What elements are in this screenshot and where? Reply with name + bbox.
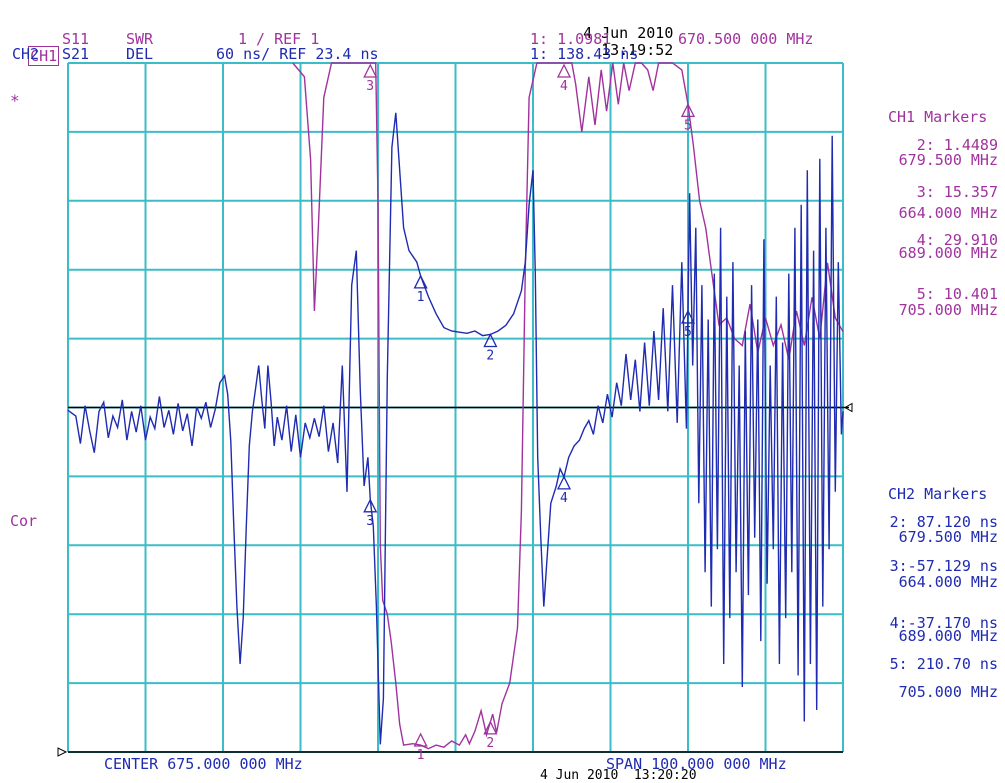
- ch2-marker-2-value: 2: 87.120 ns: [889, 513, 998, 531]
- timestamp-bottom: 4 Jun 2010 13:20:20: [540, 768, 697, 783]
- time-top: 13:19:52: [601, 41, 674, 59]
- traces: [67, 62, 844, 750]
- marker-triangle: [556, 63, 572, 78]
- marker-ch1-3: 3: [363, 63, 378, 94]
- ch2-label[interactable]: CH2: [12, 45, 40, 63]
- ch1-reference-arrow: [57, 747, 68, 757]
- marker-triangle: [363, 63, 378, 78]
- timestamp-top: 4 Jun 2010 13:19:52: [565, 8, 673, 59]
- ch1-marker-4-freq: 689.000 MHz: [898, 244, 998, 262]
- ch2-marker-5-value: 5: 210.70 ns: [889, 655, 998, 673]
- ch2-marker-2-freq: 679.500 MHz: [898, 528, 998, 546]
- ch1-marker-5-freq: 705.000 MHz: [898, 301, 998, 319]
- marker-number: 2: [486, 736, 494, 751]
- ch1-marker-3-value: 3: 15.357: [916, 183, 998, 201]
- marker-number: 5: [684, 325, 692, 340]
- ch2-param: S21: [62, 45, 90, 63]
- ch1-param: S11: [62, 30, 90, 48]
- ch2-reference-arrow: [843, 402, 853, 413]
- marker-number: 2: [486, 348, 494, 363]
- ch2-markers-title: CH2 Markers: [888, 485, 988, 503]
- asterisk-indicator: *: [10, 91, 20, 110]
- marker-triangle: [483, 333, 498, 348]
- ch1-marker-2-value: 2: 1.4489: [916, 136, 998, 154]
- ch1-marker-5-value: 5: 10.401: [916, 285, 998, 303]
- marker-number: 3: [366, 79, 374, 94]
- marker-triangle: [413, 732, 428, 747]
- marker-triangle: [483, 720, 498, 735]
- marker-triangle: [680, 102, 696, 117]
- ch1-format: SWR: [126, 30, 154, 48]
- marker-ch2-2: 2: [483, 333, 498, 363]
- ch2-format: DEL: [126, 45, 154, 63]
- marker-ch1-1: 1: [413, 732, 428, 763]
- marker-ch1-5: 5: [680, 102, 696, 133]
- ch1-marker-3-freq: 664.000 MHz: [898, 204, 998, 222]
- marker-number: 4: [560, 79, 568, 94]
- marker-number: 3: [366, 514, 374, 529]
- marker-ch2-5: 5: [680, 309, 696, 340]
- marker-triangle: [363, 498, 378, 513]
- date-top: 4 Jun 2010: [583, 24, 674, 42]
- ch1-markers-title: CH1 Markers: [888, 108, 988, 126]
- ch1-marker-freq: 670.500 000 MHz: [678, 30, 814, 48]
- ch2-marker-readout: 1: 138.43 ns: [530, 45, 639, 63]
- marker-triangle: [413, 274, 428, 289]
- ch1-marker-4-value: 4: 29.910: [916, 231, 998, 249]
- marker-ch2-1: 1: [413, 274, 428, 305]
- marker-triangle: [556, 475, 572, 490]
- correction-indicator: Cor: [10, 512, 38, 530]
- ch2-marker-5-freq: 705.000 MHz: [898, 683, 998, 701]
- ch2-marker-4-freq: 689.000 MHz: [898, 627, 998, 645]
- ch1-label[interactable]: CH1: [28, 46, 60, 66]
- marker-triangle: [680, 309, 696, 324]
- ch2-marker-3-value: 3:-57.129 ns: [889, 557, 998, 575]
- ch2-marker-4-value: 4:-37.170 ns: [889, 614, 998, 632]
- marker-ch2-4: 4: [556, 475, 572, 506]
- center-frequency: CENTER 675.000 000 MHz: [104, 755, 303, 773]
- ch1-scale: 1 / REF 1: [238, 30, 320, 48]
- marker-number: 5: [684, 118, 692, 133]
- ch1-marker-2-freq: 679.500 MHz: [898, 151, 998, 169]
- marker-ch1-4: 4: [556, 63, 572, 94]
- span-frequency: SPAN 100.000 000 MHz: [606, 755, 787, 773]
- ch1-marker-readout: 1: 1.0981: [530, 30, 612, 48]
- marker-ch2-3: 3: [363, 498, 378, 529]
- ch2-scale: 60 ns/ REF 23.4 ns: [216, 45, 379, 63]
- trace-ch2-delay: [67, 112, 844, 745]
- marker-number: 1: [417, 290, 425, 305]
- marker-glyphs: 1 2 3 4 5 1 2 3 4 5: [363, 63, 696, 763]
- trace-ch1-swr: [292, 62, 844, 750]
- ch2-marker-3-freq: 664.000 MHz: [898, 573, 998, 591]
- marker-ch1-2: 2: [483, 720, 498, 751]
- marker-number: 4: [560, 491, 568, 506]
- ch1-header-row: CH1: [10, 31, 60, 66]
- marker-number: 1: [417, 748, 425, 763]
